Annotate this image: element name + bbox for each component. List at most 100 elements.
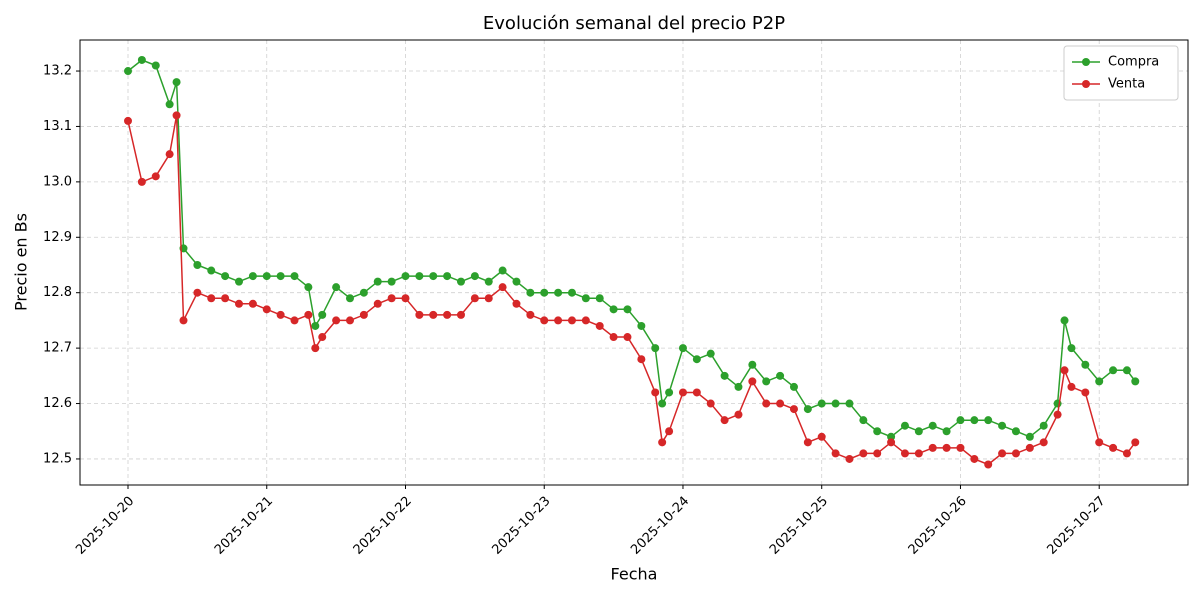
point [928,443,937,452]
y-axis-label: Precio en Bs [12,213,31,311]
point [658,399,667,408]
point [373,277,382,286]
point [567,316,576,325]
point [665,388,674,397]
point [914,427,923,436]
legend-label: Compra [1108,55,1159,70]
point [942,443,951,452]
point [956,443,965,452]
legend-label: Venta [1108,77,1145,92]
point [900,449,909,458]
point [179,316,188,325]
point [290,272,299,281]
point [151,172,160,181]
series-line [127,115,1136,466]
point [332,283,341,292]
point [172,111,181,120]
point [165,100,174,109]
point [234,277,243,286]
x-tick-label: 2025-10-27 [1044,494,1108,558]
point [609,333,618,342]
point [359,288,368,297]
point [776,371,785,380]
point [151,61,160,70]
point [942,427,951,436]
x-tick-label: 2025-10-24 [628,494,692,558]
x-axis-label: Fecha [611,565,658,584]
point [623,333,632,342]
y-tick-label: 12.9 [43,230,72,245]
point [956,416,965,425]
point [692,355,701,364]
point [304,283,313,292]
point [311,344,320,353]
point [845,399,854,408]
point [1131,438,1140,447]
point [234,299,243,308]
point [734,382,743,391]
point [262,305,271,314]
y-tick-label: 13.0 [43,174,72,189]
point [401,294,410,303]
point [831,449,840,458]
point [124,67,133,76]
point [415,272,424,281]
point [1122,366,1131,375]
point [567,288,576,297]
point [484,277,493,286]
point [776,399,785,408]
point [221,294,230,303]
y-tick-label: 12.6 [43,396,72,411]
point [1109,366,1118,375]
point [304,310,313,319]
point [1081,360,1090,369]
y-tick-label: 13.1 [43,119,72,134]
point [1039,421,1048,430]
point [345,294,354,303]
point [637,321,646,330]
y-tick-label: 12.7 [43,341,72,356]
point [817,432,826,441]
point [762,399,771,408]
point [678,344,687,353]
point [456,310,465,319]
point [803,438,812,447]
point [498,283,507,292]
point [651,344,660,353]
y-tick-label: 12.8 [43,285,72,300]
point [595,294,604,303]
point [359,310,368,319]
point [887,438,896,447]
point [658,438,667,447]
point [817,399,826,408]
point [706,349,715,358]
point [512,277,521,286]
y-tick-label: 13.2 [43,64,72,79]
point [443,272,452,281]
x-tick-label: 2025-10-21 [212,494,276,558]
legend-marker [1082,80,1090,88]
point [1060,366,1069,375]
point [540,288,549,297]
point [484,294,493,303]
point [859,449,868,458]
point [470,294,479,303]
point [789,382,798,391]
point [318,310,327,319]
point [554,288,563,297]
point [1060,316,1069,325]
point [554,316,563,325]
point [1095,438,1104,447]
plot-frame [79,39,1189,486]
point [290,316,299,325]
point [1131,377,1140,386]
point [720,371,729,380]
x-tick-label: 2025-10-22 [351,494,415,558]
point [470,272,479,281]
point [1025,443,1034,452]
point [831,399,840,408]
point [692,388,701,397]
point [429,272,438,281]
point [998,421,1007,430]
